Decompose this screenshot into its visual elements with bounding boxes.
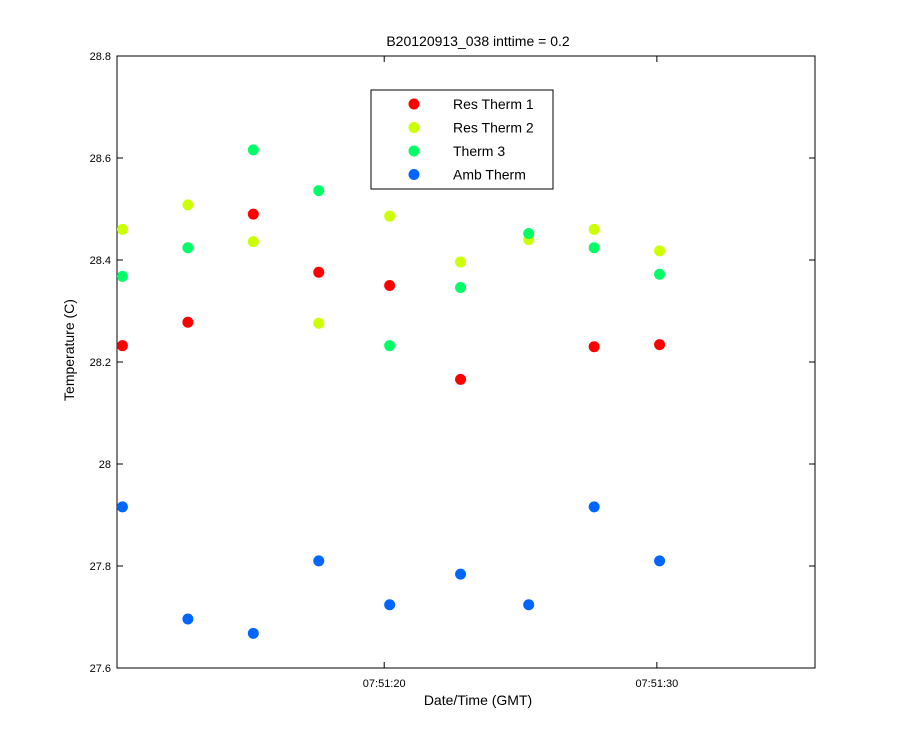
point-res-therm-1 xyxy=(654,339,666,351)
point-res-therm-2 xyxy=(588,223,600,235)
legend: Res Therm 1 Res Therm 2 Therm 3 Amb Therm xyxy=(370,89,554,190)
point-amb-therm xyxy=(313,555,325,567)
point-therm-3 xyxy=(247,144,259,156)
y-tick-label: 28.2 xyxy=(90,357,111,369)
point-res-therm-1 xyxy=(182,316,194,328)
point-res-therm-2 xyxy=(654,245,666,257)
chart-title: B20120913_038 inttime = 0.2 xyxy=(386,33,570,49)
legend-label: Therm 3 xyxy=(453,143,505,159)
point-res-therm-1 xyxy=(384,280,396,291)
point-amb-therm xyxy=(247,627,259,639)
y-axis: 27.6 27.8 28 28.2 28.4 28.6 28.8 xyxy=(90,51,815,675)
point-amb-therm xyxy=(116,501,128,513)
legend-marker xyxy=(408,122,420,133)
x-axis: 07:51:20 07:51:30 xyxy=(363,56,678,690)
point-res-therm-2 xyxy=(116,223,128,235)
y-tick-label: 28 xyxy=(99,459,111,471)
x-axis-title: Date/Time (GMT) xyxy=(424,692,532,708)
point-therm-3 xyxy=(455,282,467,294)
point-therm-3 xyxy=(182,242,194,254)
point-amb-therm xyxy=(455,568,467,580)
point-res-therm-2 xyxy=(455,256,467,268)
legend-box xyxy=(370,89,554,190)
point-res-therm-1 xyxy=(247,208,259,220)
point-amb-therm xyxy=(182,613,194,625)
y-tick-label: 27.6 xyxy=(90,663,111,675)
point-therm-3 xyxy=(588,242,600,254)
point-therm-3 xyxy=(654,268,666,280)
legend-marker xyxy=(408,98,420,110)
y-tick-label: 28.4 xyxy=(90,255,111,267)
legend-marker xyxy=(408,169,420,180)
point-therm-3 xyxy=(384,340,396,352)
point-res-therm-1 xyxy=(588,341,600,353)
point-res-therm-2 xyxy=(384,210,396,222)
point-res-therm-1 xyxy=(313,266,325,278)
y-tick-label: 28.6 xyxy=(90,153,111,165)
point-res-therm-1 xyxy=(455,373,467,385)
point-amb-therm xyxy=(654,555,666,567)
point-therm-3 xyxy=(116,270,128,282)
x-tick-label: 07:51:30 xyxy=(635,678,678,690)
point-amb-therm xyxy=(384,599,396,611)
point-therm-3 xyxy=(523,227,535,239)
y-tick-label: 27.8 xyxy=(90,561,111,573)
point-amb-therm xyxy=(523,599,535,611)
legend-label: Amb Therm xyxy=(453,167,526,183)
y-axis-title: Temperature (C) xyxy=(61,299,77,401)
legend-label: Res Therm 1 xyxy=(453,96,534,112)
point-res-therm-2 xyxy=(182,199,194,211)
legend-marker xyxy=(408,145,420,157)
x-tick-label: 07:51:20 xyxy=(363,678,406,690)
data-points xyxy=(116,144,666,639)
point-res-therm-1 xyxy=(116,340,128,352)
point-res-therm-2 xyxy=(313,317,325,329)
point-amb-therm xyxy=(588,501,600,513)
y-tick-label: 28.8 xyxy=(90,51,111,63)
point-res-therm-2 xyxy=(247,236,259,248)
point-therm-3 xyxy=(313,185,325,197)
legend-label: Res Therm 2 xyxy=(453,120,534,136)
